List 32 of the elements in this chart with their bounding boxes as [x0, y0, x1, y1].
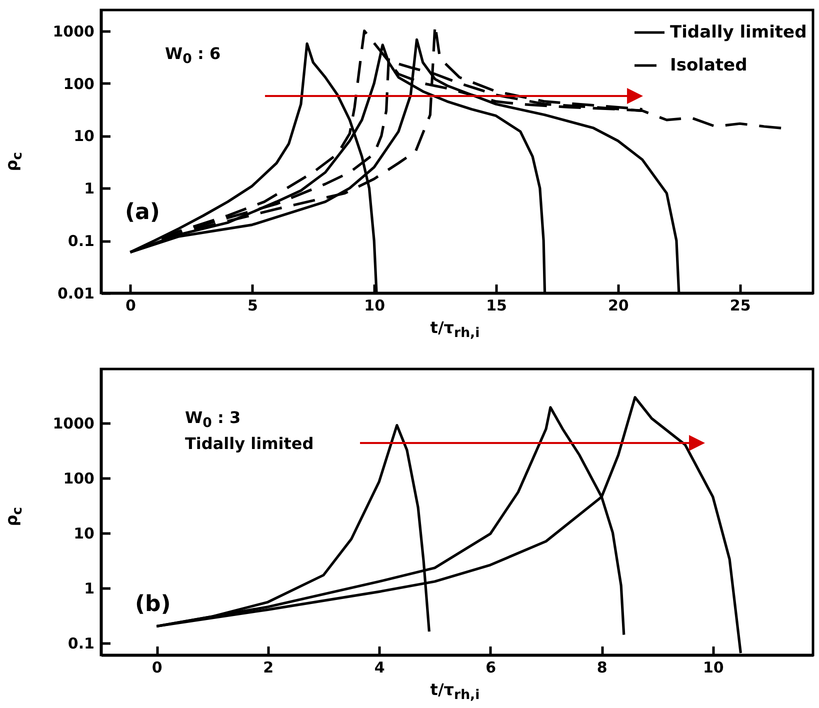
legend-label: Tidally limited [670, 22, 807, 42]
annotation: W$_{0}$ : 3 [185, 408, 241, 432]
y-tick-label: 0.1 [68, 232, 94, 250]
x-tick-label: 15 [486, 296, 507, 314]
y-tick-label: 1000 [52, 22, 94, 40]
y-tick-label: 1 [84, 180, 94, 198]
y-tick-label: 10 [74, 127, 94, 146]
y-tick-label: 10 [74, 524, 94, 542]
x-axis-title: t/τ$_{rh,i}$ [430, 318, 480, 342]
x-tick-label: 8 [596, 658, 608, 676]
x-tick-label: 4 [374, 658, 385, 676]
annotation: W$_{0}$ : 6 [165, 44, 221, 68]
annotation: (b) [135, 592, 171, 617]
y-tick-label: 100 [63, 469, 94, 488]
annotation: Tidally limited [185, 434, 314, 453]
x-tick-label: 25 [730, 296, 751, 314]
x-tick-label: 5 [247, 296, 258, 314]
legend-label: Isolated [670, 56, 748, 76]
x-tick-label: 20 [608, 296, 629, 314]
y-tick-label: 0.1 [68, 634, 94, 652]
x-tick-label: 6 [486, 658, 496, 676]
x-tick-label: 10 [364, 296, 386, 314]
y-tick-label: 1000 [52, 414, 94, 432]
x-tick-label: 0 [152, 658, 162, 676]
y-tick-label: 1 [84, 579, 94, 598]
x-tick-label: 10 [702, 658, 724, 676]
annotation: (a) [125, 200, 160, 225]
y-tick-label: 100 [63, 74, 94, 93]
y-tick-label: 0.01 [57, 284, 94, 302]
x-tick-label: 0 [126, 296, 136, 314]
x-axis-title: t/τ$_{rh,i}$ [430, 680, 480, 704]
x-tick-label: 2 [263, 658, 274, 676]
